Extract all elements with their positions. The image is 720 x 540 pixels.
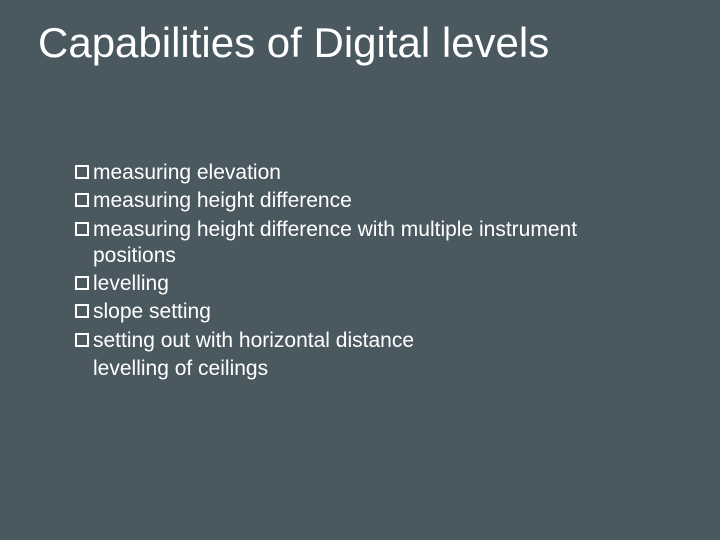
list-item: slope setting: [75, 299, 650, 325]
list-item-text: measuring height difference: [93, 188, 650, 214]
square-bullet-icon: [75, 333, 89, 347]
list-item-text: measuring elevation: [93, 160, 650, 186]
list-item: measuring height difference with multipl…: [75, 217, 650, 270]
list-item-text: measuring height difference with multipl…: [93, 217, 650, 270]
square-bullet-icon: [75, 276, 89, 290]
list-item-text: levelling of ceilings: [93, 356, 650, 382]
list-item: levelling of ceilings: [75, 356, 650, 382]
list-item-text: slope setting: [93, 299, 650, 325]
slide: Capabilities of Digital levels measuring…: [0, 0, 720, 540]
square-bullet-icon: [75, 193, 89, 207]
list-item: setting out with horizontal distance: [75, 328, 650, 354]
slide-body: measuring elevation measuring height dif…: [75, 160, 650, 384]
square-bullet-icon: [75, 165, 89, 179]
list-item-text: setting out with horizontal distance: [93, 328, 650, 354]
list-item: measuring elevation: [75, 160, 650, 186]
list-item-text: levelling: [93, 271, 650, 297]
square-bullet-icon: [75, 304, 89, 318]
square-bullet-icon: [75, 222, 89, 236]
list-item: levelling: [75, 271, 650, 297]
slide-title: Capabilities of Digital levels: [38, 20, 700, 66]
list-item: measuring height difference: [75, 188, 650, 214]
